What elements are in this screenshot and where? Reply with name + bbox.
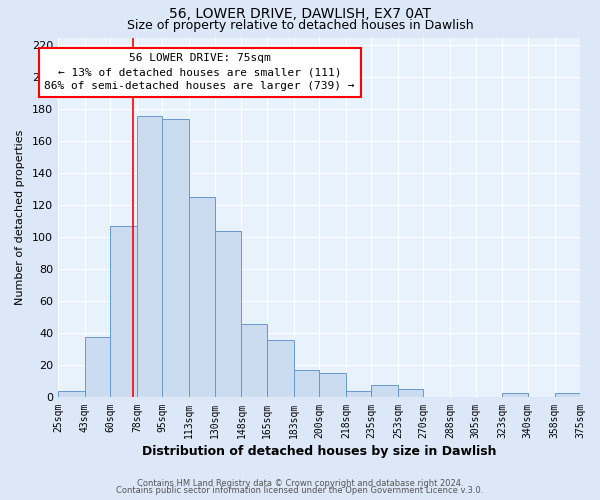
Bar (398, 390, 424, 398)
Text: 56, LOWER DRIVE, DAWLISH, EX7 0AT: 56, LOWER DRIVE, DAWLISH, EX7 0AT (169, 8, 431, 22)
Bar (554, 392, 580, 398)
Bar (241, 324, 267, 398)
Bar (319, 374, 346, 398)
Bar (85, 336, 110, 398)
Bar (163, 119, 189, 398)
Bar (371, 384, 398, 398)
Y-axis label: Number of detached properties: Number of detached properties (15, 130, 25, 305)
Bar (293, 370, 319, 398)
Bar (189, 198, 215, 398)
Bar (502, 392, 528, 398)
Bar (58, 391, 85, 398)
Text: Contains HM Land Registry data © Crown copyright and database right 2024.: Contains HM Land Registry data © Crown c… (137, 478, 463, 488)
Bar (267, 340, 293, 398)
Bar (346, 391, 371, 398)
Bar (215, 231, 241, 398)
X-axis label: Distribution of detached houses by size in Dawlish: Distribution of detached houses by size … (142, 444, 496, 458)
Text: Contains public sector information licensed under the Open Government Licence v.: Contains public sector information licen… (116, 486, 484, 495)
Bar (137, 116, 163, 398)
Text: Size of property relative to detached houses in Dawlish: Size of property relative to detached ho… (127, 18, 473, 32)
Bar (110, 226, 137, 398)
Text: 56 LOWER DRIVE: 75sqm
← 13% of detached houses are smaller (111)
86% of semi-det: 56 LOWER DRIVE: 75sqm ← 13% of detached … (44, 54, 355, 92)
